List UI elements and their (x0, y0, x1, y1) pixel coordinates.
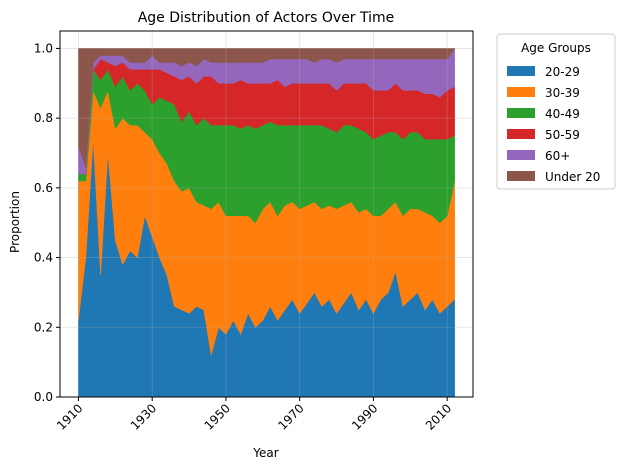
y-tick-label: 0.8 (34, 111, 53, 125)
x-axis-title: Year (252, 446, 278, 460)
y-axis-title: Proportion (8, 191, 22, 253)
y-tick-label: 0.0 (34, 390, 53, 404)
legend-swatch-30-39 (507, 87, 535, 97)
legend-label-30-39: 30-39 (545, 86, 580, 100)
y-tick-label: 0.6 (34, 181, 53, 195)
area-stack (60, 31, 473, 398)
y-tick-label: 0.4 (34, 251, 53, 265)
legend-label-60-: 60+ (545, 149, 570, 163)
plot-frame (59, 30, 474, 398)
legend-title: Age Groups (521, 41, 591, 55)
legend-label-50-59: 50-59 (545, 128, 580, 142)
legend-label-40-49: 40-49 (545, 107, 580, 121)
legend-swatch-50-59 (507, 129, 535, 139)
area-series-under-20 (78, 48, 456, 168)
legend: Age Groups 20-29 30-39 40-49 50-59 60+ Under … (496, 33, 616, 190)
legend-swatch-60- (507, 150, 535, 160)
legend-swatch-under-20 (507, 171, 535, 181)
chart-title: Age Distribution of Actors Over Time (138, 10, 395, 26)
legend-label-20-29: 20-29 (545, 65, 580, 79)
y-tick-label: 1.0 (34, 41, 53, 55)
legend-label-under-20: Under 20 (545, 170, 600, 184)
y-tick-label: 0.2 (34, 320, 53, 334)
legend-swatch-40-49 (507, 108, 535, 118)
legend-swatch-20-29 (507, 66, 535, 76)
